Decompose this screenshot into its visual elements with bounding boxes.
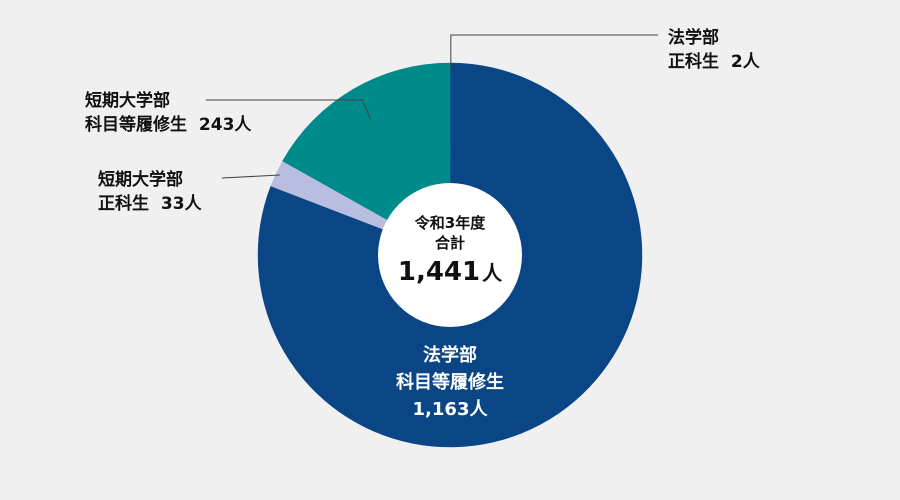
label-line2: 科目等履修生 xyxy=(396,372,504,393)
center-hole xyxy=(378,183,522,327)
center-total-unit: 人 xyxy=(482,261,503,285)
label-line1: 法学部 xyxy=(423,345,477,366)
label-line2: 正科生 xyxy=(98,194,149,214)
center-sum-label: 合計 xyxy=(434,234,465,252)
label-line1: 法学部 xyxy=(668,28,719,48)
leader-line-tandai-kamokutou xyxy=(206,99,371,120)
label-value: 1,163人 xyxy=(412,399,488,420)
center-total: 1,441 人 xyxy=(380,255,520,290)
center-year: 令和3年度 xyxy=(414,214,486,232)
label-value: 243人 xyxy=(198,115,252,135)
leader-line-tandai-seikasei xyxy=(221,174,280,179)
label-value: 2人 xyxy=(730,52,760,72)
leader-line-hougakubu-seikasei xyxy=(450,34,658,68)
label-tandai-kamokutou: 短期大学部 科目等履修生 243人 xyxy=(85,89,251,137)
label-value: 33人 xyxy=(160,194,202,214)
label-hougakubu-seikasei: 法学部 正科生 2人 xyxy=(668,26,760,74)
label-line2: 正科生 xyxy=(668,52,719,72)
label-hougakubu-kamokutou: 法学部 科目等履修生 1,163人 xyxy=(350,342,550,423)
label-line1: 短期大学部 xyxy=(98,170,183,190)
label-line1: 短期大学部 xyxy=(85,91,170,111)
label-line2: 科目等履修生 xyxy=(85,115,187,135)
center-total-label: 令和3年度 合計 1,441 人 xyxy=(380,213,520,290)
center-total-value: 1,441 xyxy=(397,257,481,287)
slice-hougakubu-kamokutou xyxy=(257,62,643,448)
label-tandai-seikasei: 短期大学部 正科生 33人 xyxy=(98,168,202,216)
